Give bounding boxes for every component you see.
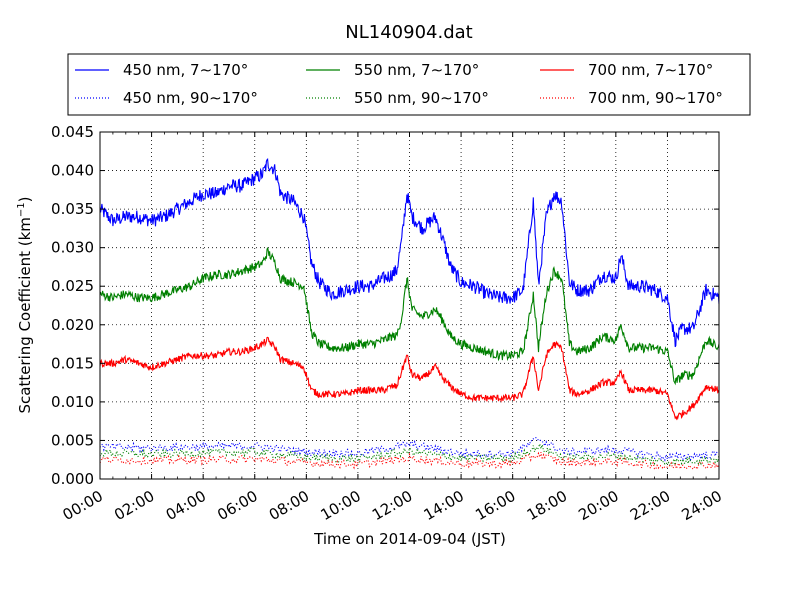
x-tick-label: 20:00: [575, 487, 621, 524]
x-tick-label: 08:00: [266, 487, 312, 524]
y-tick-label: 0.040: [51, 162, 94, 180]
legend: 450 nm, 7∼170° 550 nm, 7∼170° 700 nm, 7∼17…: [67, 53, 751, 116]
x-tick-label: 00:00: [60, 487, 106, 524]
legend-label-1: 450 nm, 7∼170°: [123, 61, 248, 79]
series-line-1: [99, 157, 720, 348]
x-tick-label: 04:00: [163, 487, 209, 524]
series-line-4: [99, 436, 720, 462]
y-tick-label: 0.015: [51, 354, 94, 372]
legend-box: [67, 53, 751, 116]
legend-label-5: 550 nm, 90∼170°: [354, 89, 489, 107]
y-axis-label: Scattering Coefficient (km−1): [16, 196, 34, 413]
series-line-6: [99, 451, 720, 472]
y-tick-label: 0.010: [51, 393, 94, 411]
y-tick-label: 0.005: [51, 431, 94, 449]
x-tick-label: 14:00: [421, 487, 467, 524]
x-tick-label: 16:00: [472, 487, 518, 524]
y-axis-label-main: Scattering Coefficient (km: [16, 217, 34, 413]
x-tick-label: 22:00: [627, 487, 673, 524]
y-tick-label: 0.035: [51, 200, 94, 218]
y-axis-label-sup: −1: [16, 202, 27, 217]
series-line-5: [99, 441, 720, 468]
legend-label-4: 450 nm, 90∼170°: [123, 89, 258, 107]
series-line-2: [99, 247, 720, 386]
legend-label-6: 700 nm, 90∼170°: [588, 89, 723, 107]
legend-label-2: 550 nm, 7∼170°: [354, 61, 479, 79]
x-tick-label: 24:00: [679, 487, 725, 524]
y-tick-label: 0.000: [51, 470, 94, 488]
chart-title: NL140904.dat: [345, 22, 472, 43]
y-tick-label: 0.025: [51, 277, 94, 295]
x-axis-label: Time on 2014-09-04 (JST): [313, 530, 506, 548]
y-tick-label: 0.020: [51, 316, 94, 334]
series-line-3: [99, 336, 720, 421]
y-axis-label-tail: ): [16, 196, 34, 202]
y-tick-label: 0.045: [51, 123, 94, 141]
x-tick-label: 06:00: [214, 487, 260, 524]
x-tick-label: 02:00: [111, 487, 157, 524]
y-tick-label: 0.030: [51, 239, 94, 257]
x-tick-label: 10:00: [317, 487, 363, 524]
x-tick-label: 18:00: [524, 487, 570, 524]
legend-label-3: 700 nm, 7∼170°: [588, 61, 713, 79]
x-tick-label: 12:00: [369, 487, 415, 524]
